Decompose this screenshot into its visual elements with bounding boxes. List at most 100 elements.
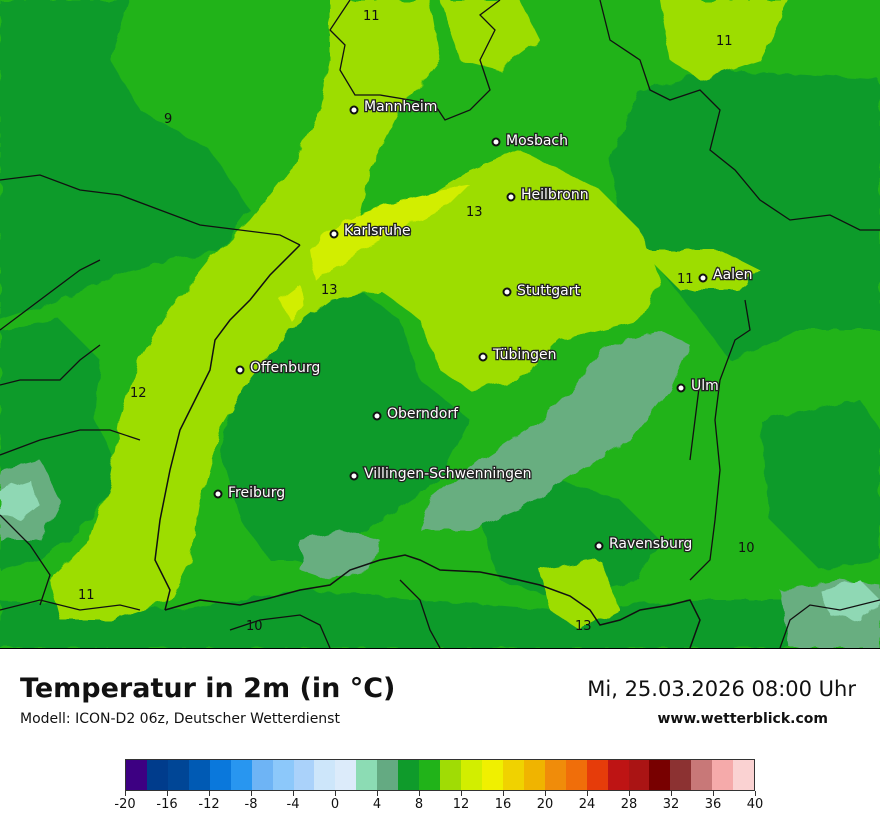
- legend-swatch: [712, 760, 734, 790]
- legend-swatch: [502, 760, 524, 790]
- temp-area-12: [660, 0, 790, 80]
- temperature-map: 11 11 9 13 13 11 12 10 11 10 13 Mannheim…: [0, 0, 880, 648]
- info-panel: Temperatur in 2m (in °C) Modell: ICON-D2…: [0, 648, 880, 831]
- city-heilbronn[interactable]: Heilbronn: [506, 186, 590, 204]
- city-label: Tübingen: [492, 347, 557, 363]
- temp-area-14: [280, 285, 305, 320]
- state-border: [689, 379, 701, 461]
- legend-swatch: [356, 760, 378, 790]
- iso-label: 9: [164, 112, 172, 127]
- chart-title: Temperatur in 2m (in °C): [20, 673, 396, 704]
- legend-swatch: [188, 760, 210, 790]
- state-border: [399, 579, 441, 648]
- city-label: Offenburg: [250, 360, 320, 376]
- legend-swatch: [544, 760, 566, 790]
- legend-swatch: [272, 760, 294, 790]
- city-dot: [235, 365, 245, 375]
- iso-label: 13: [575, 619, 592, 634]
- temp-area-8: [0, 0, 250, 320]
- legend-tick-label: 0: [330, 797, 340, 812]
- iso-label: 10: [738, 541, 755, 556]
- city-dot: [502, 287, 512, 297]
- city-offenburg[interactable]: Offenburg: [235, 359, 322, 377]
- legend-swatch: [461, 760, 482, 790]
- legend-tick-label: 4: [372, 797, 382, 812]
- city-ravensburg[interactable]: Ravensburg: [594, 535, 694, 553]
- city-oberndorf[interactable]: Oberndorf: [372, 405, 460, 423]
- legend-tick-label: -20: [114, 797, 136, 812]
- temp-area-14: [310, 185, 470, 280]
- city-ulm[interactable]: Ulm: [676, 377, 720, 395]
- website-link[interactable]: www.wetterblick.com: [657, 711, 829, 727]
- city-label: Stuttgart: [517, 283, 580, 299]
- city-label: Villingen-Schwenningen: [364, 466, 532, 482]
- legend-ticks: [125, 791, 756, 797]
- model-info: Modell: ICON-D2 06z, Deutscher Wetterdie…: [20, 711, 340, 727]
- temp-area-8: [760, 400, 880, 570]
- city-dot: [372, 411, 382, 421]
- iso-label: 12: [130, 386, 147, 401]
- legend-swatch: [481, 760, 503, 790]
- legend-tick: [335, 791, 336, 796]
- color-legend: -20 -16 -12 -8 -4 0 4 8 12 16 20 24 28 32 36 40: [114, 759, 763, 812]
- legend-tick-label: 16: [494, 797, 512, 812]
- forecast-datetime: Mi, 25.03.2026 08:00 Uhr: [587, 677, 856, 701]
- legend-swatch: [146, 760, 168, 790]
- state-border: [599, 0, 880, 231]
- legend-swatch: [607, 760, 629, 790]
- legend-swatch: [691, 760, 713, 790]
- city-label: Oberndorf: [387, 406, 459, 422]
- temp-area-12: [640, 250, 760, 290]
- city-mannheim[interactable]: Mannheim: [349, 98, 439, 116]
- city-karlsruhe[interactable]: Karlsruhe: [329, 222, 412, 240]
- state-border: [0, 514, 51, 606]
- city-stuttgart[interactable]: Stuttgart: [502, 282, 582, 300]
- city-dot: [478, 352, 488, 362]
- legend-tick-label: 40: [746, 797, 764, 812]
- city-freiburg[interactable]: Freiburg: [213, 484, 286, 502]
- legend-tick: [713, 791, 714, 796]
- legend-swatch: [670, 760, 692, 790]
- legend-swatch: [314, 760, 336, 790]
- legend-swatch: [628, 760, 650, 790]
- legend-tick-label: -8: [244, 797, 258, 812]
- state-border: [779, 599, 880, 648]
- legend-tick-label: 12: [452, 797, 470, 812]
- legend-swatch: [293, 760, 315, 790]
- city-villingen-schwenningen[interactable]: Villingen-Schwenningen: [349, 465, 533, 483]
- city-label: Karlsruhe: [344, 223, 411, 239]
- city-aalen[interactable]: Aalen: [698, 266, 754, 284]
- city-label: Aalen: [713, 267, 753, 283]
- state-border: [0, 429, 141, 456]
- iso-label: 10: [246, 619, 263, 634]
- legend-swatch: [649, 760, 671, 790]
- city-label: Ulm: [691, 378, 719, 394]
- city-label: Heilbronn: [521, 187, 589, 203]
- temp-area-4: [820, 580, 880, 620]
- legend-tick: [629, 791, 630, 796]
- legend-tick: [125, 791, 126, 796]
- temp-area-8: [220, 290, 470, 560]
- city-label: Freiburg: [228, 485, 285, 501]
- legend-tick-label: 8: [414, 797, 424, 812]
- iso-label: 11: [716, 34, 733, 49]
- legend-tick-label: -4: [286, 797, 300, 812]
- city-tuebingen[interactable]: Tübingen: [478, 346, 558, 364]
- legend-swatch: [733, 760, 755, 790]
- legend-tick: [419, 791, 420, 796]
- city-mosbach[interactable]: Mosbach: [491, 132, 569, 150]
- state-border: [0, 599, 141, 611]
- legend-swatch: [335, 760, 357, 790]
- legend-swatch: [565, 760, 587, 790]
- legend-swatch: [126, 760, 147, 790]
- city-label: Mosbach: [506, 133, 568, 149]
- state-border: [0, 344, 101, 386]
- city-dot: [506, 192, 516, 202]
- legend-swatch: [419, 760, 441, 790]
- map-canvas: 11 11 9 13 13 11 12 10 11 10 13 Mannheim…: [0, 0, 880, 648]
- legend-swatch: [209, 760, 231, 790]
- city-dot: [349, 471, 359, 481]
- temp-area-4: [0, 480, 40, 520]
- legend-tick-label: 24: [578, 797, 596, 812]
- state-border: [229, 614, 331, 648]
